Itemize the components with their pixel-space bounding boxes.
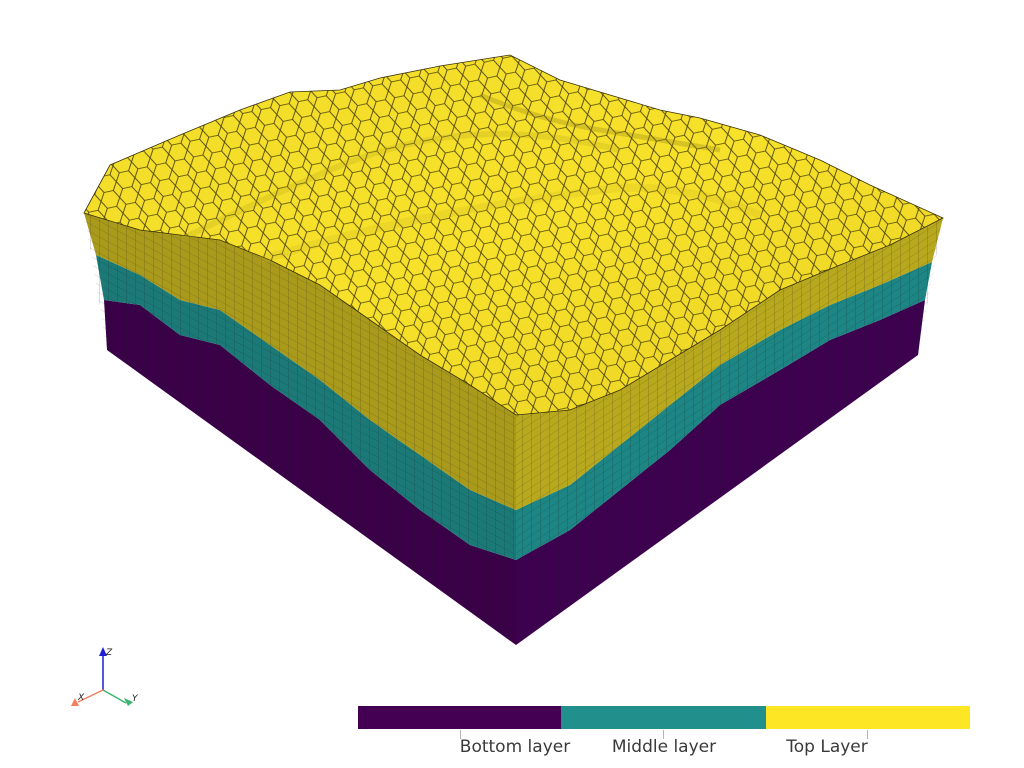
scalar-bar-tick	[460, 730, 461, 739]
legend-label-bottom-layer: Bottom layer	[459, 737, 571, 757]
z-axis-label: Z	[105, 648, 113, 658]
y-axis-line	[102, 689, 127, 704]
scalar-bar-segment-bottom	[358, 706, 561, 729]
scalar-bar-tick	[867, 730, 868, 739]
x-axis-line	[77, 689, 104, 703]
scalar-bar-tick	[663, 730, 664, 739]
z-axis-arrow-icon	[99, 647, 107, 656]
top-surface	[83, 54, 944, 416]
y-axis-arrow-icon	[124, 698, 133, 706]
scalar-bar-legend: Bottom layer Middle layer Top Layer	[358, 706, 970, 762]
orientation-axes-widget[interactable]: Z Y X	[62, 642, 144, 714]
y-axis-label: Y	[132, 694, 139, 704]
x-axis-label: X	[77, 693, 85, 703]
x-axis-arrow-icon	[71, 698, 79, 706]
legend-label-top-layer: Top Layer	[786, 737, 868, 757]
scalar-bar-segment-top	[766, 706, 970, 729]
scalar-bar-segment-middle	[561, 706, 766, 729]
legend-label-middle-layer: Middle layer	[611, 737, 717, 757]
